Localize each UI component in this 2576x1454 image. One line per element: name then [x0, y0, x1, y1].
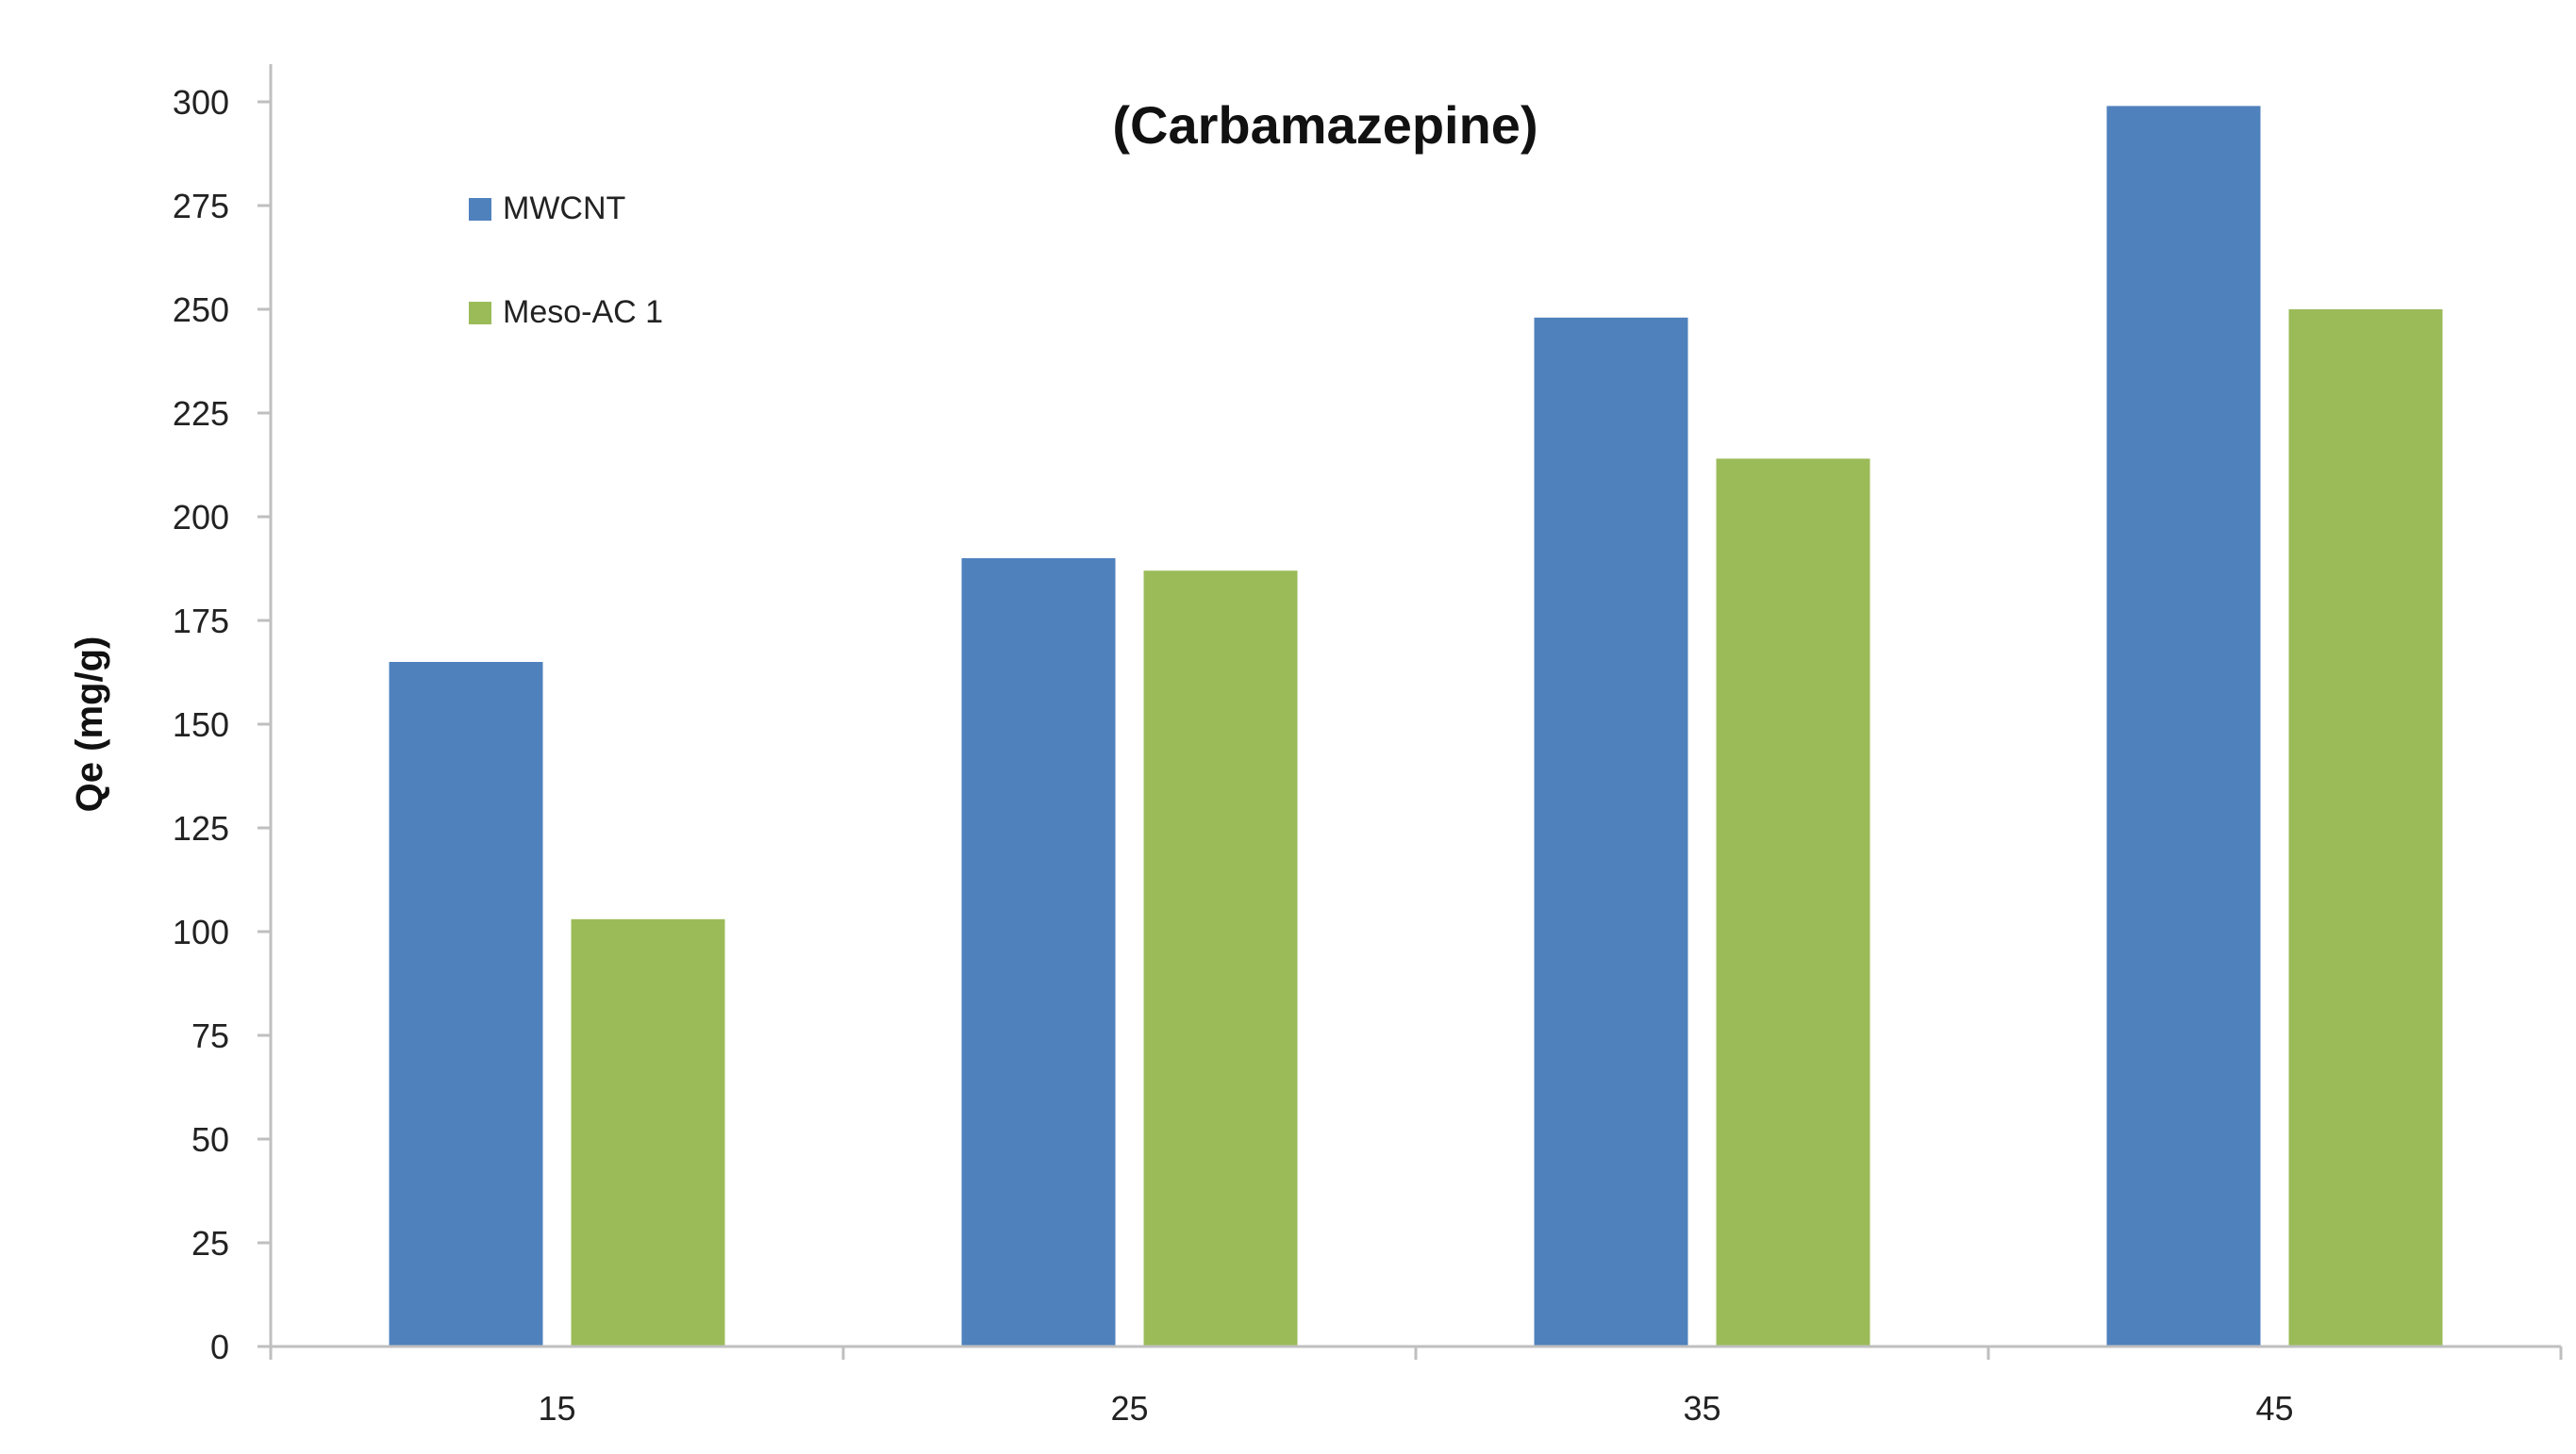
- legend: MWCNT Meso-AC 1: [469, 190, 663, 330]
- x-tick-labels: 15 25 35 45: [538, 1389, 2293, 1428]
- y-axis-label: Qe (mg/g): [69, 636, 110, 813]
- legend-label: MWCNT: [503, 190, 625, 226]
- bar-meso-ac-1-15: [571, 918, 725, 1347]
- y-tick-label: 175: [173, 602, 229, 640]
- bar-meso-ac-1-25: [1143, 570, 1298, 1347]
- y-tick-label: 25: [191, 1224, 229, 1263]
- y-tick-label: 75: [191, 1016, 229, 1055]
- bar-mwcnt-15: [389, 662, 543, 1347]
- y-tick-label: 225: [173, 394, 229, 433]
- bars-layer: [389, 106, 2443, 1347]
- y-tick-label: 250: [173, 290, 229, 329]
- y-tick-label: 100: [173, 913, 229, 951]
- y-tick-label: 150: [173, 705, 229, 744]
- y-tick-label: 300: [173, 83, 229, 122]
- x-tick-label: 25: [1110, 1389, 1148, 1428]
- x-tick-label: 15: [538, 1389, 575, 1428]
- y-tick-label: 50: [191, 1120, 229, 1159]
- bar-meso-ac-1-35: [1716, 458, 1870, 1347]
- y-tick-label: 0: [210, 1328, 229, 1366]
- axes-layer: [258, 64, 2563, 1360]
- y-tick-label: 200: [173, 498, 229, 537]
- bar-mwcnt-25: [961, 558, 1116, 1347]
- x-tick-label: 35: [1683, 1389, 1720, 1428]
- y-tick-labels: 0 25 50 75 100 125 150 175 200 225 250 275 300: [173, 83, 229, 1366]
- bar-meso-ac-1-45: [2288, 309, 2443, 1347]
- x-tick-label: 45: [2255, 1389, 2293, 1428]
- legend-swatch: [469, 302, 491, 324]
- legend-label: Meso-AC 1: [503, 294, 663, 330]
- chart-title: (Carbamazepine): [1112, 95, 1537, 155]
- legend-swatch: [469, 198, 491, 221]
- y-tick-label: 125: [173, 809, 229, 848]
- bar-mwcnt-45: [2106, 106, 2261, 1347]
- bar-mwcnt-35: [1534, 317, 1688, 1347]
- y-tick-label: 275: [173, 187, 229, 225]
